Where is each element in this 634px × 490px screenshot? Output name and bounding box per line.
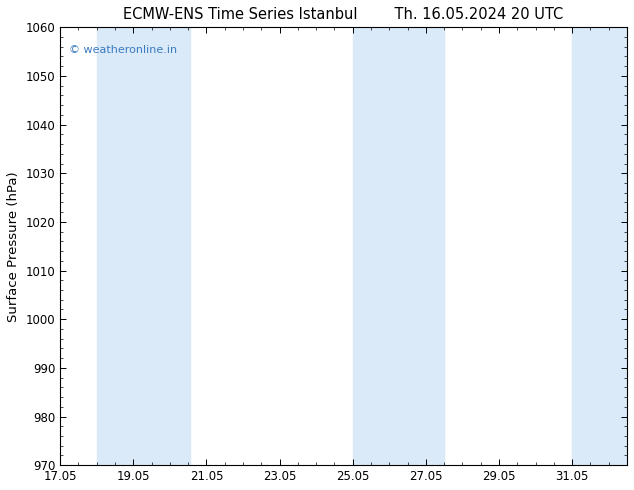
Bar — [573, 27, 627, 465]
Title: ECMW-ENS Time Series Istanbul        Th. 16.05.2024 20 UTC: ECMW-ENS Time Series Istanbul Th. 16.05.… — [124, 7, 564, 22]
Bar — [389, 27, 444, 465]
Text: © weatheronline.in: © weatheronline.in — [68, 45, 177, 55]
Bar — [353, 27, 389, 465]
Bar — [152, 27, 190, 465]
Y-axis label: Surface Pressure (hPa): Surface Pressure (hPa) — [7, 171, 20, 321]
Bar — [97, 27, 152, 465]
